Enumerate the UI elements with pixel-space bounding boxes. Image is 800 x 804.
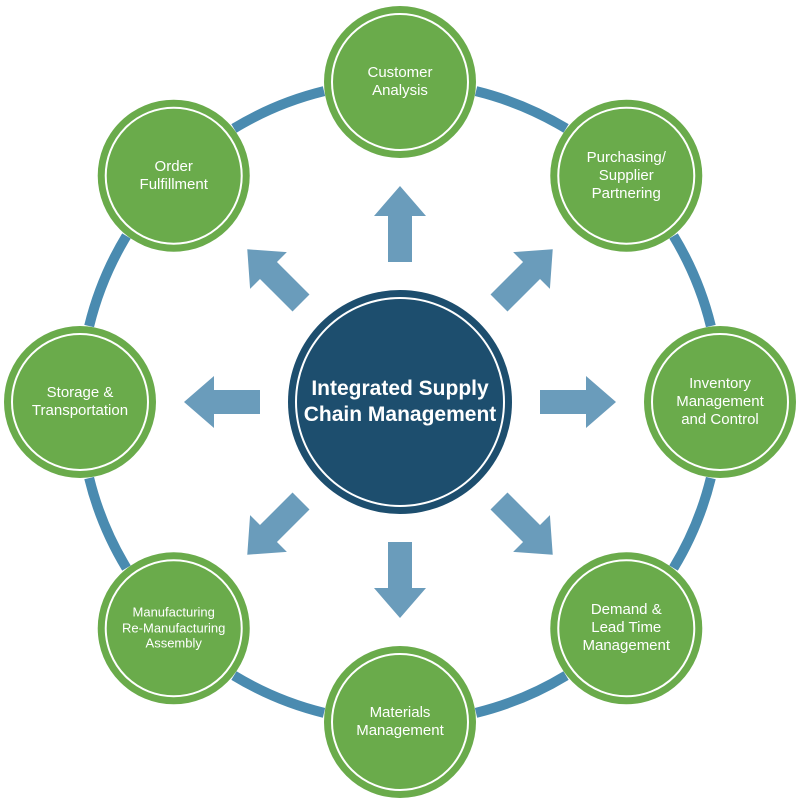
node-circle bbox=[324, 646, 476, 798]
radial-arrow bbox=[491, 249, 553, 311]
radial-arrow bbox=[540, 376, 616, 428]
outer-ring-segment bbox=[89, 236, 126, 326]
outer-ring-segment bbox=[89, 478, 126, 568]
radial-arrow bbox=[247, 249, 309, 311]
radial-arrow bbox=[374, 186, 426, 262]
hub-circle bbox=[288, 290, 512, 514]
node-circle bbox=[550, 552, 702, 704]
node-circle bbox=[324, 6, 476, 158]
outer-ring-segment bbox=[674, 236, 711, 326]
outer-ring-segment bbox=[234, 91, 324, 128]
outer-ring-segment bbox=[476, 676, 566, 713]
node-circle bbox=[4, 326, 156, 478]
outer-ring-segment bbox=[234, 676, 324, 713]
outer-ring-segment bbox=[476, 91, 566, 128]
diagram-stage: Integrated Supply Chain ManagementCustom… bbox=[0, 0, 800, 804]
radial-arrow bbox=[247, 493, 309, 555]
node-circle bbox=[98, 552, 250, 704]
node-circle bbox=[550, 100, 702, 252]
radial-arrow bbox=[374, 542, 426, 618]
diagram-svg bbox=[0, 0, 800, 804]
outer-ring-segment bbox=[674, 478, 711, 568]
radial-arrow bbox=[491, 493, 553, 555]
node-circle bbox=[644, 326, 796, 478]
node-circle bbox=[98, 100, 250, 252]
radial-arrow bbox=[184, 376, 260, 428]
